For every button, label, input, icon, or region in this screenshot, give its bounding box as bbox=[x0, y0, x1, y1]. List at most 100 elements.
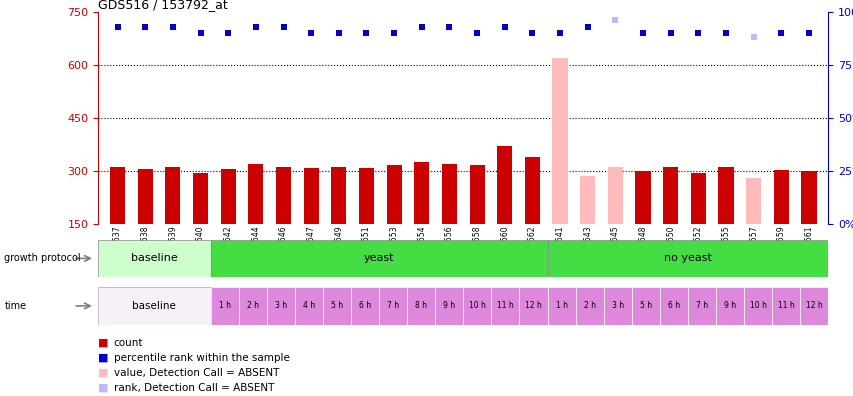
Point bbox=[801, 30, 815, 36]
Bar bbox=[386, 166, 401, 224]
Point bbox=[746, 34, 760, 40]
Text: 9 h: 9 h bbox=[443, 301, 455, 310]
Text: ■: ■ bbox=[98, 337, 108, 348]
Point bbox=[525, 30, 538, 36]
Text: ■: ■ bbox=[98, 352, 108, 363]
Bar bbox=[414, 162, 429, 224]
Bar bbox=[137, 169, 153, 224]
Text: 7 h: 7 h bbox=[386, 301, 398, 310]
Bar bbox=[276, 167, 291, 224]
Bar bbox=[358, 168, 374, 224]
Bar bbox=[690, 173, 705, 224]
Bar bbox=[379, 287, 407, 325]
Text: percentile rank within the sample: percentile rank within the sample bbox=[113, 352, 289, 363]
Bar bbox=[165, 167, 180, 224]
Bar bbox=[519, 287, 547, 325]
Bar bbox=[603, 287, 631, 325]
Bar bbox=[351, 287, 379, 325]
Text: 9 h: 9 h bbox=[723, 301, 735, 310]
Text: 6 h: 6 h bbox=[667, 301, 679, 310]
Bar bbox=[211, 287, 238, 325]
Bar bbox=[800, 171, 815, 224]
Text: yeast: yeast bbox=[363, 253, 394, 263]
Point bbox=[774, 30, 787, 36]
Point bbox=[608, 17, 622, 23]
Point bbox=[387, 30, 401, 36]
Bar bbox=[635, 171, 650, 224]
Text: GDS516 / 153792_at: GDS516 / 153792_at bbox=[98, 0, 228, 11]
Bar bbox=[322, 287, 351, 325]
Text: 12 h: 12 h bbox=[805, 301, 821, 310]
Bar bbox=[193, 173, 208, 224]
Text: value, Detection Call = ABSENT: value, Detection Call = ABSENT bbox=[113, 367, 279, 378]
Text: 5 h: 5 h bbox=[330, 301, 343, 310]
Point bbox=[276, 23, 290, 30]
Bar bbox=[294, 287, 322, 325]
Point bbox=[304, 30, 317, 36]
Bar bbox=[771, 287, 799, 325]
Bar bbox=[490, 287, 519, 325]
Bar bbox=[303, 168, 318, 224]
Bar bbox=[715, 287, 743, 325]
Bar bbox=[407, 287, 435, 325]
Bar bbox=[496, 146, 512, 224]
Point bbox=[442, 23, 456, 30]
Bar bbox=[547, 240, 827, 277]
Text: baseline: baseline bbox=[131, 253, 177, 263]
Bar bbox=[98, 240, 211, 277]
Text: count: count bbox=[113, 337, 143, 348]
Text: 3 h: 3 h bbox=[275, 301, 287, 310]
Point bbox=[718, 30, 732, 36]
Point bbox=[165, 23, 179, 30]
Bar bbox=[525, 157, 539, 224]
Point bbox=[194, 30, 207, 36]
Text: 12 h: 12 h bbox=[525, 301, 542, 310]
Text: 1 h: 1 h bbox=[218, 301, 230, 310]
Point bbox=[691, 30, 705, 36]
Text: 11 h: 11 h bbox=[496, 301, 514, 310]
Point bbox=[138, 23, 152, 30]
Bar bbox=[799, 287, 827, 325]
Point bbox=[470, 30, 484, 36]
Bar bbox=[607, 167, 623, 224]
Text: rank, Detection Call = ABSENT: rank, Detection Call = ABSENT bbox=[113, 383, 274, 393]
Text: growth protocol: growth protocol bbox=[4, 253, 81, 263]
Point bbox=[580, 23, 594, 30]
Text: 6 h: 6 h bbox=[358, 301, 371, 310]
Text: time: time bbox=[4, 301, 26, 311]
Point bbox=[497, 23, 511, 30]
Bar bbox=[773, 170, 788, 224]
Bar bbox=[462, 287, 490, 325]
Point bbox=[111, 23, 125, 30]
Bar bbox=[575, 287, 603, 325]
Point bbox=[332, 30, 345, 36]
Text: 7 h: 7 h bbox=[695, 301, 707, 310]
Text: 10 h: 10 h bbox=[749, 301, 766, 310]
Text: baseline: baseline bbox=[132, 301, 176, 311]
Bar bbox=[688, 287, 715, 325]
Bar bbox=[110, 167, 125, 224]
Bar bbox=[238, 287, 266, 325]
Point bbox=[359, 30, 373, 36]
Point bbox=[221, 30, 235, 36]
Text: 4 h: 4 h bbox=[303, 301, 315, 310]
Text: 5 h: 5 h bbox=[639, 301, 651, 310]
Text: 11 h: 11 h bbox=[777, 301, 793, 310]
Bar bbox=[469, 166, 485, 224]
Bar bbox=[743, 287, 771, 325]
Bar bbox=[717, 167, 733, 224]
Text: 2 h: 2 h bbox=[247, 301, 258, 310]
Text: 3 h: 3 h bbox=[611, 301, 623, 310]
Point bbox=[249, 23, 263, 30]
Bar bbox=[331, 167, 346, 224]
Bar bbox=[746, 178, 760, 224]
Bar bbox=[547, 287, 575, 325]
Bar bbox=[662, 167, 677, 224]
Bar bbox=[631, 287, 659, 325]
Point bbox=[415, 23, 428, 30]
Bar bbox=[211, 240, 547, 277]
Bar bbox=[98, 287, 211, 325]
Text: 1 h: 1 h bbox=[555, 301, 567, 310]
Text: 10 h: 10 h bbox=[468, 301, 485, 310]
Point bbox=[553, 30, 566, 36]
